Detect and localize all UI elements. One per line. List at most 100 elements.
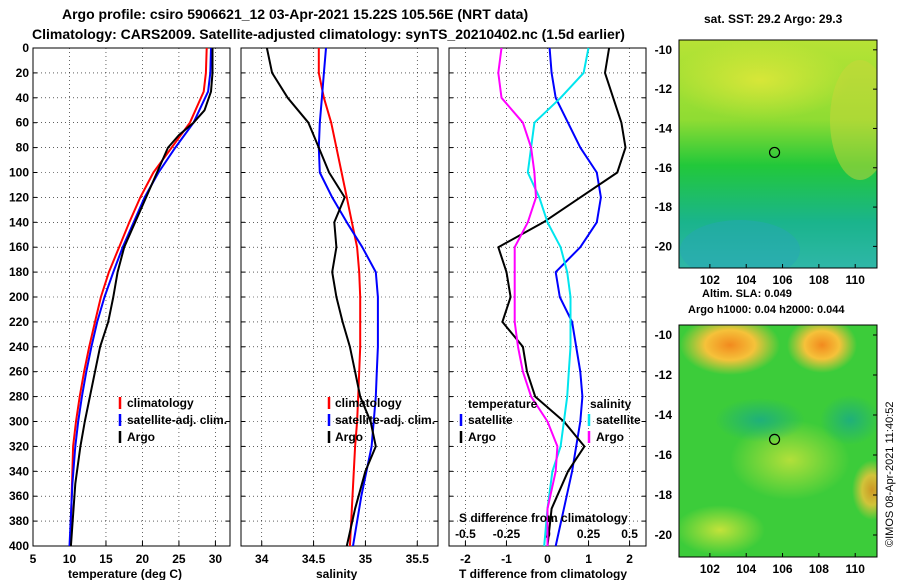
difference-xlabel: T difference from climatology [459, 567, 627, 580]
depth-tick-label: 40 [16, 91, 30, 105]
sla-map-title-2: Argo h1000: 0.04 h2000: 0.044 [688, 304, 845, 316]
series-climatology [69, 47, 208, 547]
map-y-tick-label: -20 [655, 239, 673, 253]
x-tick-label: 35 [359, 552, 373, 566]
sst-map: sat. SST: 29.2 Argo: 29.3 [678, 12, 878, 269]
tick-layer: 0204060801001201401601802002202402602803… [9, 41, 646, 566]
depth-tick-label: 220 [9, 315, 29, 329]
map-x-tick-label: 104 [736, 273, 756, 287]
series-satellite-adj-clim- [317, 47, 379, 547]
x-tick-label: 34.5 [302, 552, 326, 566]
legend-temp-argo-label: Argo [468, 430, 496, 444]
depth-tick-label: 0 [22, 41, 29, 55]
x-tick-label: 15 [99, 552, 113, 566]
series-salinity-satellite [526, 47, 590, 547]
depth-tick-label: 80 [16, 141, 30, 155]
map-y-tick-label: -14 [655, 408, 673, 422]
legend-temperature-heading: temperature [468, 397, 538, 411]
series-salinity-argo [497, 47, 559, 546]
sla-high-east [787, 325, 857, 373]
imos-watermark: ©IMOS 08-Apr-2021 11:40:52 [884, 402, 896, 547]
depth-tick-label: 140 [9, 215, 29, 229]
legend-climatology-label: climatology [127, 396, 194, 410]
sst-map-title: sat. SST: 29.2 Argo: 29.3 [704, 12, 843, 26]
sla-map: Altim. SLA: 0.049 Argo h1000: 0.04 h2000… [678, 288, 878, 558]
depth-tick-label: 280 [9, 390, 29, 404]
depth-tick-label: 320 [9, 439, 29, 453]
depth-tick-label: 340 [9, 464, 29, 478]
depth-tick-label: 200 [9, 290, 29, 304]
map-y-tick-label: -12 [655, 82, 673, 96]
salinity-legend: climatology satellite-adj. clim. Argo [327, 396, 435, 444]
map-x-tick-label: 108 [809, 273, 829, 287]
map-y-tick-label: -12 [655, 368, 673, 382]
depth-tick-label: 400 [9, 539, 29, 553]
depth-tick-label: 160 [9, 240, 29, 254]
map-x-tick-label: 102 [700, 562, 720, 576]
map-x-tick-label: 108 [809, 562, 829, 576]
map-x-tick-label: 106 [773, 273, 793, 287]
sst-cool-patch [680, 220, 800, 268]
salinity-xlabel: salinity [316, 567, 358, 580]
title-line-2: Climatology: CARS2009. Satellite-adjuste… [32, 26, 625, 42]
depth-tick-label: 120 [9, 190, 29, 204]
depth-tick-label: 60 [16, 116, 30, 130]
map-x-tick-label: 110 [846, 273, 866, 287]
map-tick-layer: 102 104 106 108 110 -10 -12 -14 -16 -18 -20 102 104 1… [655, 43, 877, 576]
map-x-tick-label: 110 [846, 562, 866, 576]
series-climatology [317, 48, 362, 547]
series-argo [265, 47, 377, 547]
salinity-panel-frame [240, 47, 439, 547]
sst-warm-patch [679, 40, 850, 120]
series-layer [68, 47, 627, 547]
depth-tick-label: 300 [9, 415, 29, 429]
map-y-tick-label: -18 [655, 200, 673, 214]
legend-satellite-label: satellite-adj. clim. [127, 413, 227, 427]
series-temperature-argo [497, 47, 627, 547]
depth-tick-label: 240 [9, 340, 29, 354]
map-x-tick-label: 104 [736, 562, 756, 576]
sla-low-mid [715, 398, 805, 442]
depth-tick-label: 100 [9, 166, 29, 180]
s-difference-tick-label: -0.25 [493, 527, 521, 541]
series-temperature-satellite [548, 47, 602, 547]
x-tick-label: 35.5 [406, 552, 430, 566]
map-y-tick-label: -18 [655, 488, 673, 502]
title-line-1: Argo profile: csiro 5906621_12 03-Apr-20… [62, 6, 529, 22]
sla-map-title-1: Altim. SLA: 0.049 [702, 288, 792, 300]
legend-climatology-label: climatology [335, 396, 402, 410]
temperature-xlabel: temperature (deg C) [68, 567, 182, 580]
x-tick-label: -2 [460, 552, 471, 566]
depth-tick-label: 20 [16, 66, 30, 80]
map-y-tick-label: -10 [655, 43, 673, 57]
legend-argo-label: Argo [127, 430, 155, 444]
sst-map-frame [678, 39, 878, 269]
x-tick-label: 5 [30, 552, 37, 566]
x-tick-label: 1 [585, 552, 592, 566]
sla-warm-south [679, 505, 765, 555]
temperature-panel-frame [32, 47, 231, 547]
sst-argo-marker [768, 146, 781, 159]
difference-legend: temperature satellite Argo salinity sate… [459, 397, 641, 525]
x-tick-label: -1 [501, 552, 512, 566]
x-tick-label: 20 [136, 552, 150, 566]
x-tick-label: 34 [255, 552, 269, 566]
legend-temp-satellite-label: satellite [468, 413, 513, 427]
sla-map-frame [678, 324, 878, 558]
map-y-tick-label: -16 [655, 448, 673, 462]
legend-argo-label: Argo [335, 430, 363, 444]
map-y-tick-label: -10 [655, 328, 673, 342]
depth-tick-label: 380 [9, 514, 29, 528]
x-tick-label: 25 [172, 552, 186, 566]
map-x-tick-label: 106 [773, 562, 793, 576]
s-difference-tick-label: 0.5 [621, 527, 638, 541]
sla-argo-marker [768, 433, 781, 445]
x-tick-label: 0 [544, 552, 551, 566]
depth-tick-label: 260 [9, 365, 29, 379]
x-tick-label: 10 [63, 552, 77, 566]
series-argo [69, 48, 214, 547]
x-tick-label: 2 [626, 552, 633, 566]
s-difference-label: S difference from climatology [459, 511, 628, 525]
sla-low-east [820, 395, 877, 445]
